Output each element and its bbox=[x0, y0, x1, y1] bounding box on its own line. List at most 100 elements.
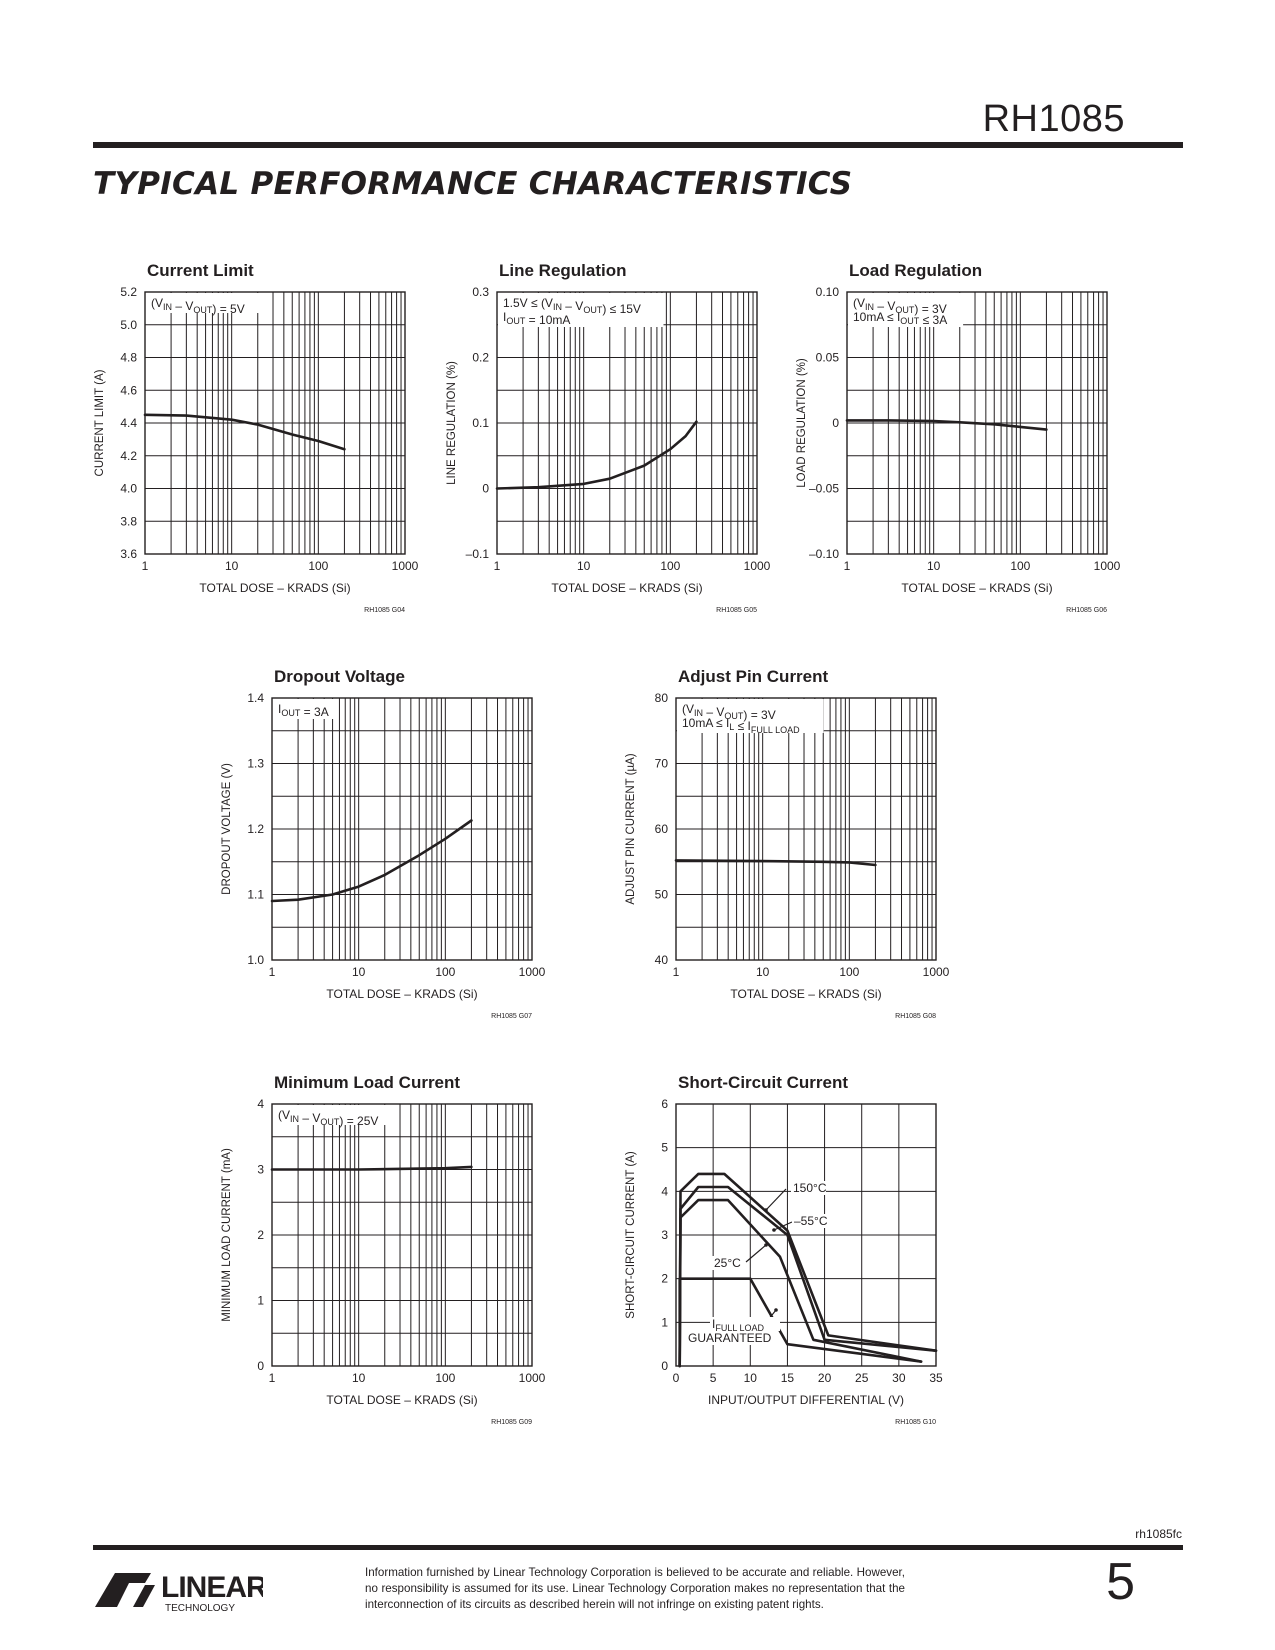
x-tick-label: 10 bbox=[352, 965, 366, 979]
x-tick-label: 100 bbox=[839, 965, 859, 979]
x-tick-label: 5 bbox=[710, 1371, 717, 1385]
callout-background bbox=[712, 1256, 740, 1270]
x-tick-label: 1 bbox=[269, 1371, 276, 1385]
y-tick-label: 40 bbox=[655, 953, 669, 967]
logo-text: LINEAR bbox=[161, 1571, 263, 1604]
chart-grid bbox=[272, 1104, 532, 1366]
series-line bbox=[678, 1172, 938, 1368]
y-tick-label: 6 bbox=[661, 1097, 668, 1111]
chart-grid bbox=[497, 292, 757, 554]
chart-annotation: IOUT = 3A bbox=[278, 702, 329, 719]
chart-annotation: 10mA ≤ IL ≤ IFULL LOAD bbox=[682, 716, 800, 735]
y-tick-label: 1.0 bbox=[247, 953, 264, 967]
x-axis-label: TOTAL DOSE – KRADS (Si) bbox=[901, 581, 1052, 595]
chart-grid bbox=[676, 1104, 936, 1366]
y-tick-label: 4.8 bbox=[120, 351, 137, 365]
annotation-background bbox=[273, 699, 338, 719]
x-axis-label: TOTAL DOSE – KRADS (Si) bbox=[551, 581, 702, 595]
x-tick-label: 100 bbox=[660, 559, 680, 573]
y-tick-label: 3 bbox=[661, 1228, 668, 1242]
series-line bbox=[495, 420, 698, 490]
x-tick-label: 100 bbox=[435, 965, 455, 979]
y-tick-label: 4.0 bbox=[120, 482, 137, 496]
chart-svg: Adjust Pin Current (VIN – VOUT) = 3V10mA … bbox=[625, 667, 950, 1020]
figure-id: RH1085 G06 bbox=[1066, 607, 1107, 614]
x-tick-label: 1000 bbox=[519, 965, 546, 979]
chart-annotation: 10mA ≤ IOUT ≤ 3A bbox=[853, 310, 947, 327]
chart-grid bbox=[272, 698, 532, 960]
y-axis-label: LOAD REGULATION (%) bbox=[796, 358, 808, 488]
y-tick-label: 0.05 bbox=[816, 351, 840, 365]
y-tick-label: 0.3 bbox=[472, 285, 489, 299]
series-line bbox=[270, 1165, 473, 1171]
footer-disclaimer: Information furnished by Linear Technolo… bbox=[365, 1566, 905, 1611]
callout-arrow bbox=[772, 1228, 776, 1232]
x-axis-label: TOTAL DOSE – KRADS (Si) bbox=[326, 987, 477, 1001]
part-number: RH1085 bbox=[982, 98, 1125, 140]
x-tick-label: 10 bbox=[744, 1371, 758, 1385]
y-tick-label: 1.3 bbox=[247, 757, 264, 771]
chart-title: Load Regulation bbox=[849, 261, 982, 280]
x-axis-label: TOTAL DOSE – KRADS (Si) bbox=[199, 581, 350, 595]
callout-label: –55°C bbox=[794, 1214, 828, 1228]
header-rule bbox=[93, 142, 1183, 148]
chart-title: Adjust Pin Current bbox=[678, 667, 829, 686]
y-tick-label: 1.1 bbox=[247, 888, 264, 902]
y-tick-label: –0.05 bbox=[809, 482, 839, 496]
y-axis-label: DROPOUT VOLTAGE (V) bbox=[221, 763, 233, 895]
callout-leader bbox=[765, 1188, 787, 1211]
plot-frame bbox=[675, 697, 937, 961]
x-tick-label: 25 bbox=[855, 1371, 869, 1385]
y-tick-label: 0 bbox=[832, 416, 839, 430]
linear-technology-logo: LINEAR TECHNOLOGY bbox=[93, 1565, 269, 1614]
series-line bbox=[143, 413, 346, 451]
callout-leader bbox=[773, 1221, 793, 1231]
series-line bbox=[678, 1277, 923, 1368]
y-tick-label: 1.2 bbox=[247, 822, 264, 836]
chart-svg: Minimum Load Current(VIN – VOUT) = 25V01… bbox=[221, 1073, 546, 1426]
callout-arrow bbox=[764, 1243, 768, 1247]
footer-rule bbox=[93, 1545, 1183, 1550]
y-tick-label: 0 bbox=[257, 1359, 264, 1373]
series-line bbox=[845, 419, 1048, 431]
callout-background bbox=[710, 1317, 780, 1331]
figure-id: RH1085 G08 bbox=[895, 1013, 936, 1020]
plot-frame bbox=[271, 1103, 533, 1367]
x-tick-label: 1000 bbox=[923, 965, 950, 979]
y-tick-label: 4.2 bbox=[120, 449, 137, 463]
y-tick-label: 1.4 bbox=[247, 691, 264, 705]
y-axis-label: LINE REGULATION (%) bbox=[446, 361, 458, 485]
y-axis-label: MINIMUM LOAD CURRENT (mA) bbox=[221, 1148, 233, 1322]
y-tick-label: 0.2 bbox=[472, 351, 489, 365]
callout-leader bbox=[745, 1244, 767, 1263]
plot-frame bbox=[271, 697, 533, 961]
x-tick-label: 1 bbox=[844, 559, 851, 573]
figure-id: RH1085 G07 bbox=[491, 1013, 532, 1020]
figure-id: RH1085 G04 bbox=[364, 607, 405, 614]
y-tick-label: 5 bbox=[661, 1141, 668, 1155]
y-tick-label: 2 bbox=[257, 1228, 264, 1242]
footer-doc-id: rh1085fc bbox=[1135, 1527, 1182, 1541]
y-axis-label: CURRENT LIMIT (A) bbox=[94, 369, 106, 476]
chart-annotation: (VIN – VOUT) = 5V bbox=[151, 296, 245, 316]
callout-label: IFULL LOAD bbox=[712, 1317, 765, 1333]
annotation-background bbox=[848, 293, 964, 327]
x-axis-label: TOTAL DOSE – KRADS (Si) bbox=[326, 1393, 477, 1407]
chart-grid bbox=[676, 698, 936, 960]
chart-svg: Current Limit (VIN – VOUT) = 5V 3.6 3.8 4.0 4… bbox=[94, 261, 419, 614]
chart-title: Dropout Voltage bbox=[274, 667, 405, 686]
chart-dropout-voltage: Dropout Voltage IOUT = 3A 1.0 1.1 1.2 1.3 1.4 1… bbox=[221, 664, 582, 1054]
figure-id: RH1085 G05 bbox=[716, 607, 757, 614]
callout-arrow bbox=[774, 1308, 778, 1312]
x-tick-label: 10 bbox=[756, 965, 770, 979]
x-tick-label: 100 bbox=[435, 1371, 455, 1385]
x-tick-label: 1 bbox=[673, 965, 680, 979]
y-tick-label: 2 bbox=[661, 1272, 668, 1286]
chart-annotation: IOUT = 10mA bbox=[503, 310, 570, 327]
y-tick-label: 0.1 bbox=[472, 416, 489, 430]
x-tick-label: 0 bbox=[673, 1371, 680, 1385]
x-tick-label: 15 bbox=[781, 1371, 795, 1385]
x-tick-label: 1000 bbox=[744, 559, 771, 573]
y-tick-label: 50 bbox=[655, 888, 669, 902]
chart-annotation: (VIN – VOUT) = 3V bbox=[853, 296, 947, 316]
